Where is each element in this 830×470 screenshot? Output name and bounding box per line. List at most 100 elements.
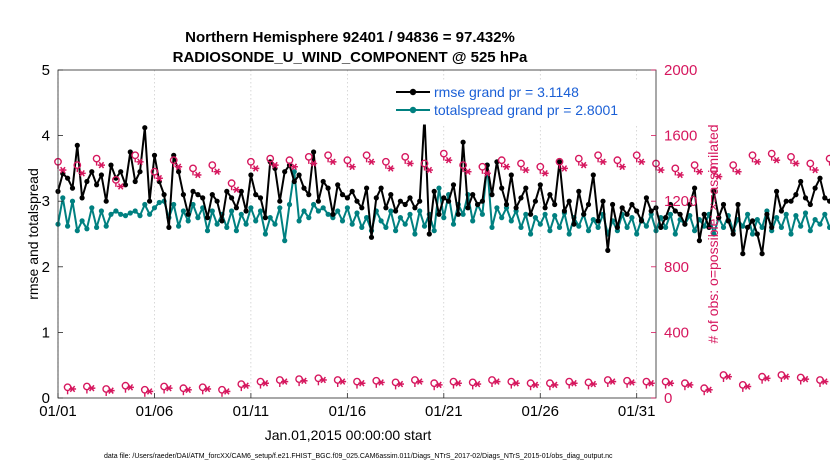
rmse-point <box>229 195 235 201</box>
obs-possible-ring <box>594 151 602 160</box>
spread-point <box>151 205 158 211</box>
rmse-point <box>407 195 413 201</box>
spread-point <box>118 211 124 217</box>
obs-possible-point <box>632 151 641 163</box>
spread-point <box>431 228 437 234</box>
spread-point <box>595 224 601 230</box>
obs-assimilated-stroke <box>590 380 597 388</box>
spread-point <box>672 231 678 237</box>
spread-point <box>552 213 558 219</box>
rmse-point <box>296 172 302 178</box>
obs-assimilated-point <box>223 388 231 395</box>
spread-point <box>209 208 215 214</box>
spread-point <box>301 208 307 214</box>
rmse-point <box>325 185 331 191</box>
obs-assimilated-point <box>242 382 250 390</box>
spread-series-line <box>57 164 830 242</box>
obs-assimilated-stroke <box>166 384 172 392</box>
obs-assimilated-stroke <box>764 374 770 382</box>
obs-assimilated-stroke <box>320 376 327 384</box>
spread-point <box>470 218 476 224</box>
obs-possible-point <box>690 161 699 173</box>
spread-point <box>286 201 293 208</box>
rmse-point <box>301 185 307 191</box>
spread-point <box>364 215 370 221</box>
rmse-point <box>552 201 558 208</box>
obs-assimilated-stroke <box>532 381 539 389</box>
spread-point <box>233 228 239 234</box>
rmse-point <box>426 231 432 237</box>
obs-possible-point <box>362 151 371 163</box>
rmse-point <box>542 205 548 211</box>
spread-point <box>812 217 818 223</box>
spread-point <box>180 208 186 214</box>
obs-assimilated-stroke <box>658 166 664 174</box>
spread-point <box>291 169 297 175</box>
obs-assimilated-stroke <box>571 379 577 387</box>
obs-assimilated-stroke <box>677 171 683 179</box>
obs-assimilated-stroke <box>744 383 751 390</box>
rmse-point <box>745 224 751 230</box>
obs-possible-point <box>594 151 602 163</box>
rmse-point <box>118 169 124 175</box>
obs-assimilated-point <box>406 160 414 167</box>
spread-point <box>132 208 138 214</box>
legend-spread-label: totalspread grand pr = 2.8001 <box>434 102 618 118</box>
obs-possible-ring <box>825 154 830 163</box>
y-tick-left-label: 0 <box>42 390 50 407</box>
obs-assimilated-stroke <box>339 378 346 385</box>
x-tick-label: 01/26 <box>521 403 559 420</box>
rmse-point <box>769 224 775 230</box>
obs-possible-point <box>710 166 718 177</box>
obs-assimilated-point <box>146 388 154 395</box>
rmse-point <box>248 172 254 178</box>
obs-assimilated-point <box>281 378 289 385</box>
spread-point <box>798 223 804 229</box>
spread-point <box>711 231 717 237</box>
rmse-point <box>503 201 510 208</box>
obs-assimilated-point <box>763 374 771 382</box>
spread-point <box>122 213 129 219</box>
obs-assimilated-point <box>753 158 761 166</box>
spread-point <box>479 211 485 217</box>
y-tick-right-label: 400 <box>664 324 689 341</box>
obs-assimilated-point <box>290 163 298 171</box>
rmse-point <box>663 215 669 221</box>
rmse-point <box>706 224 712 230</box>
rmse-point <box>740 251 746 257</box>
obs-assimilated-stroke <box>686 381 693 389</box>
spread-point <box>634 231 640 237</box>
rmse-point <box>658 224 664 230</box>
rmse-point <box>518 195 524 201</box>
rmse-point <box>383 205 389 211</box>
rmse-point <box>127 149 133 155</box>
obs-assimilated-point <box>599 158 607 166</box>
spread-point <box>127 210 133 216</box>
rmse-point <box>513 205 519 211</box>
obs-possible-point <box>536 162 545 174</box>
rmse-point <box>224 188 230 194</box>
spread-point <box>489 224 495 230</box>
obs-assimilated-stroke <box>137 158 143 166</box>
rmse-point <box>402 201 408 208</box>
obs-assimilated-stroke <box>397 380 404 388</box>
obs-assimilated-stroke <box>291 163 298 171</box>
obs-assimilated-point <box>589 380 597 388</box>
spread-point <box>740 223 746 229</box>
rmse-point <box>508 172 514 178</box>
obs-possible-ring <box>381 157 390 166</box>
legend-rmse-label: rmse grand pr = 3.1148 <box>434 84 579 100</box>
rmse-point <box>600 198 606 204</box>
obs-assimilated-stroke <box>542 169 548 177</box>
rmse-point <box>214 198 220 204</box>
obs-assimilated-point <box>107 387 115 394</box>
obs-assimilated-point <box>695 168 704 176</box>
rmse-point <box>547 192 553 198</box>
rmse-point <box>571 221 577 227</box>
obs-assimilated-stroke <box>368 158 375 166</box>
rmse-point <box>450 182 457 188</box>
spread-point <box>69 198 76 204</box>
rmse-point <box>677 211 683 217</box>
spread-point <box>185 218 191 224</box>
spread-point <box>84 226 90 232</box>
